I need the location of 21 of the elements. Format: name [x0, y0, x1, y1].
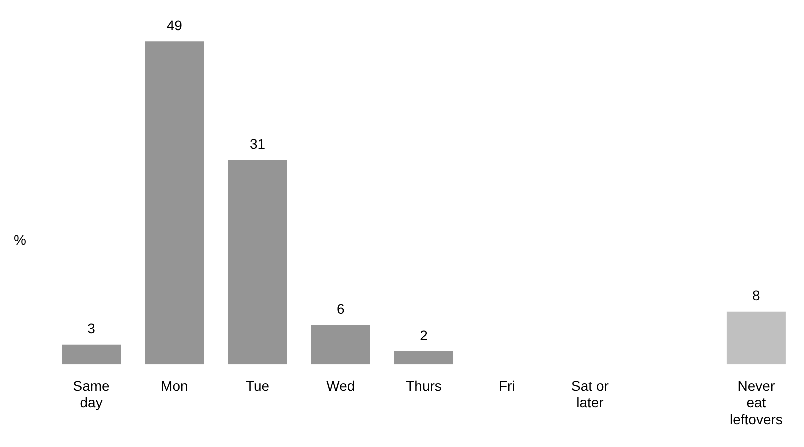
x-tick-label: Sat or later [572, 378, 610, 411]
data-label: 8 [752, 288, 761, 304]
y-axis-title: % [14, 232, 26, 248]
data-label: 3 [88, 320, 96, 337]
x-tick-label: Fri [498, 378, 516, 394]
data-label: 49 [166, 17, 183, 34]
bar [394, 351, 454, 365]
x-tick-label: Same day [73, 378, 110, 411]
x-tick-label: Never eat leftovers [730, 378, 783, 428]
x-tick-label: Mon [161, 378, 188, 394]
data-label: 6 [336, 300, 345, 317]
bar [145, 42, 204, 365]
x-tick-label: Wed [326, 378, 356, 394]
bar [228, 160, 288, 365]
x-tick-label: Tue [246, 378, 270, 394]
bar [62, 344, 122, 365]
bar [726, 312, 786, 365]
data-label: 2 [420, 327, 428, 344]
bar [311, 325, 370, 365]
data-label: 31 [250, 136, 266, 152]
x-tick-label: Thurs [406, 378, 442, 394]
